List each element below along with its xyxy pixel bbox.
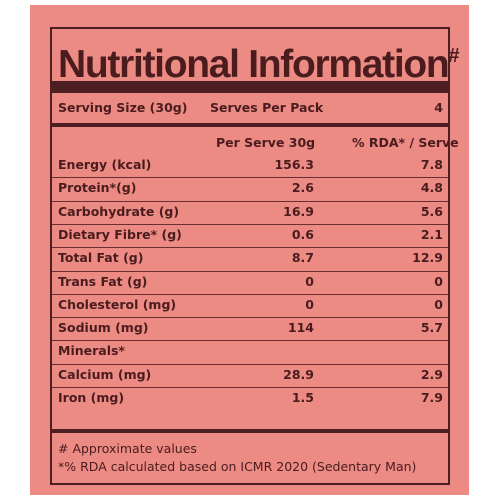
nutrient-per-serve-value: 8.7 <box>291 250 314 266</box>
nutrient-label: Iron (mg) <box>58 390 125 405</box>
serves-per-pack-value: 4 <box>434 100 443 115</box>
nutrient-per-serve-value: 0 <box>305 273 314 289</box>
title-mark: # <box>448 45 460 67</box>
footnote-rda: *% RDA calculated based on ICMR 2020 (Se… <box>58 459 417 474</box>
row-divider <box>52 200 448 202</box>
serves-per-pack-label: Serves Per Pack <box>210 100 324 115</box>
nutrition-label-panel: Nutritional Information# Serving Size (3… <box>30 5 469 495</box>
row-divider <box>52 247 448 249</box>
nutrient-per-serve-value: 2.6 <box>291 180 314 196</box>
row-divider <box>52 293 448 295</box>
nutrient-rda-value: 0 <box>434 273 443 289</box>
nutrient-per-serve-value: 16.9 <box>283 203 314 219</box>
nutrient-per-serve-value: 114 <box>287 320 314 336</box>
nutrient-label: Carbohydrate (g) <box>58 203 180 219</box>
serving-divider <box>52 123 448 127</box>
nutrient-rda-value: 2.1 <box>420 226 443 242</box>
nutrient-label: Calcium (mg) <box>58 366 152 382</box>
nutrient-per-serve-value: 1.5 <box>291 390 314 405</box>
nutrition-table: Nutritional Information# Serving Size (3… <box>50 27 460 485</box>
nutrient-rda-value: 7.9 <box>420 390 443 405</box>
row-divider <box>52 340 448 342</box>
nutrient-per-serve-value: 0.6 <box>291 226 314 242</box>
nutrient-rda-value: 12.9 <box>412 250 443 266</box>
nutrient-rda-value: 7.8 <box>420 157 443 172</box>
per-serve-header: Per Serve 30g <box>216 135 316 150</box>
footnote-approximate: # Approximate values <box>58 441 197 456</box>
nutrient-rda-value: 4.8 <box>420 180 443 196</box>
row-divider <box>52 177 448 179</box>
nutrient-label: Dietary Fibre* (g) <box>58 226 182 242</box>
nutrient-label: Minerals* <box>58 343 125 359</box>
nutrient-label: Total Fat (g) <box>58 250 144 266</box>
nutrition-title: Nutritional Information# <box>58 43 460 86</box>
row-divider <box>52 387 448 388</box>
nutrient-label: Protein*(g) <box>58 180 137 196</box>
row-divider <box>52 270 448 272</box>
title-divider <box>52 81 448 93</box>
nutrient-per-serve-value: 28.9 <box>283 366 314 382</box>
nutrient-label: Cholesterol (mg) <box>58 296 177 312</box>
nutrient-per-serve-value: 156.3 <box>274 157 314 172</box>
nutrient-label: Trans Fat (g) <box>58 273 148 289</box>
footer-divider <box>52 429 448 433</box>
nutrient-label: Sodium (mg) <box>58 320 149 336</box>
nutrient-rda-value: 5.6 <box>420 203 443 219</box>
nutrient-per-serve-value: 0 <box>305 296 314 312</box>
row-divider <box>52 223 448 225</box>
nutrient-rda-value: 2.9 <box>420 366 443 382</box>
row-divider <box>52 363 448 365</box>
nutrient-rda-value: 0 <box>434 296 443 312</box>
nutrient-label: Energy (kcal) <box>58 157 152 172</box>
row-divider <box>52 317 448 319</box>
nutrient-rda-value: 5.7 <box>420 320 443 336</box>
rda-header: % RDA* / Serve <box>352 135 459 150</box>
serving-size-label: Serving Size (30g) <box>58 100 188 115</box>
